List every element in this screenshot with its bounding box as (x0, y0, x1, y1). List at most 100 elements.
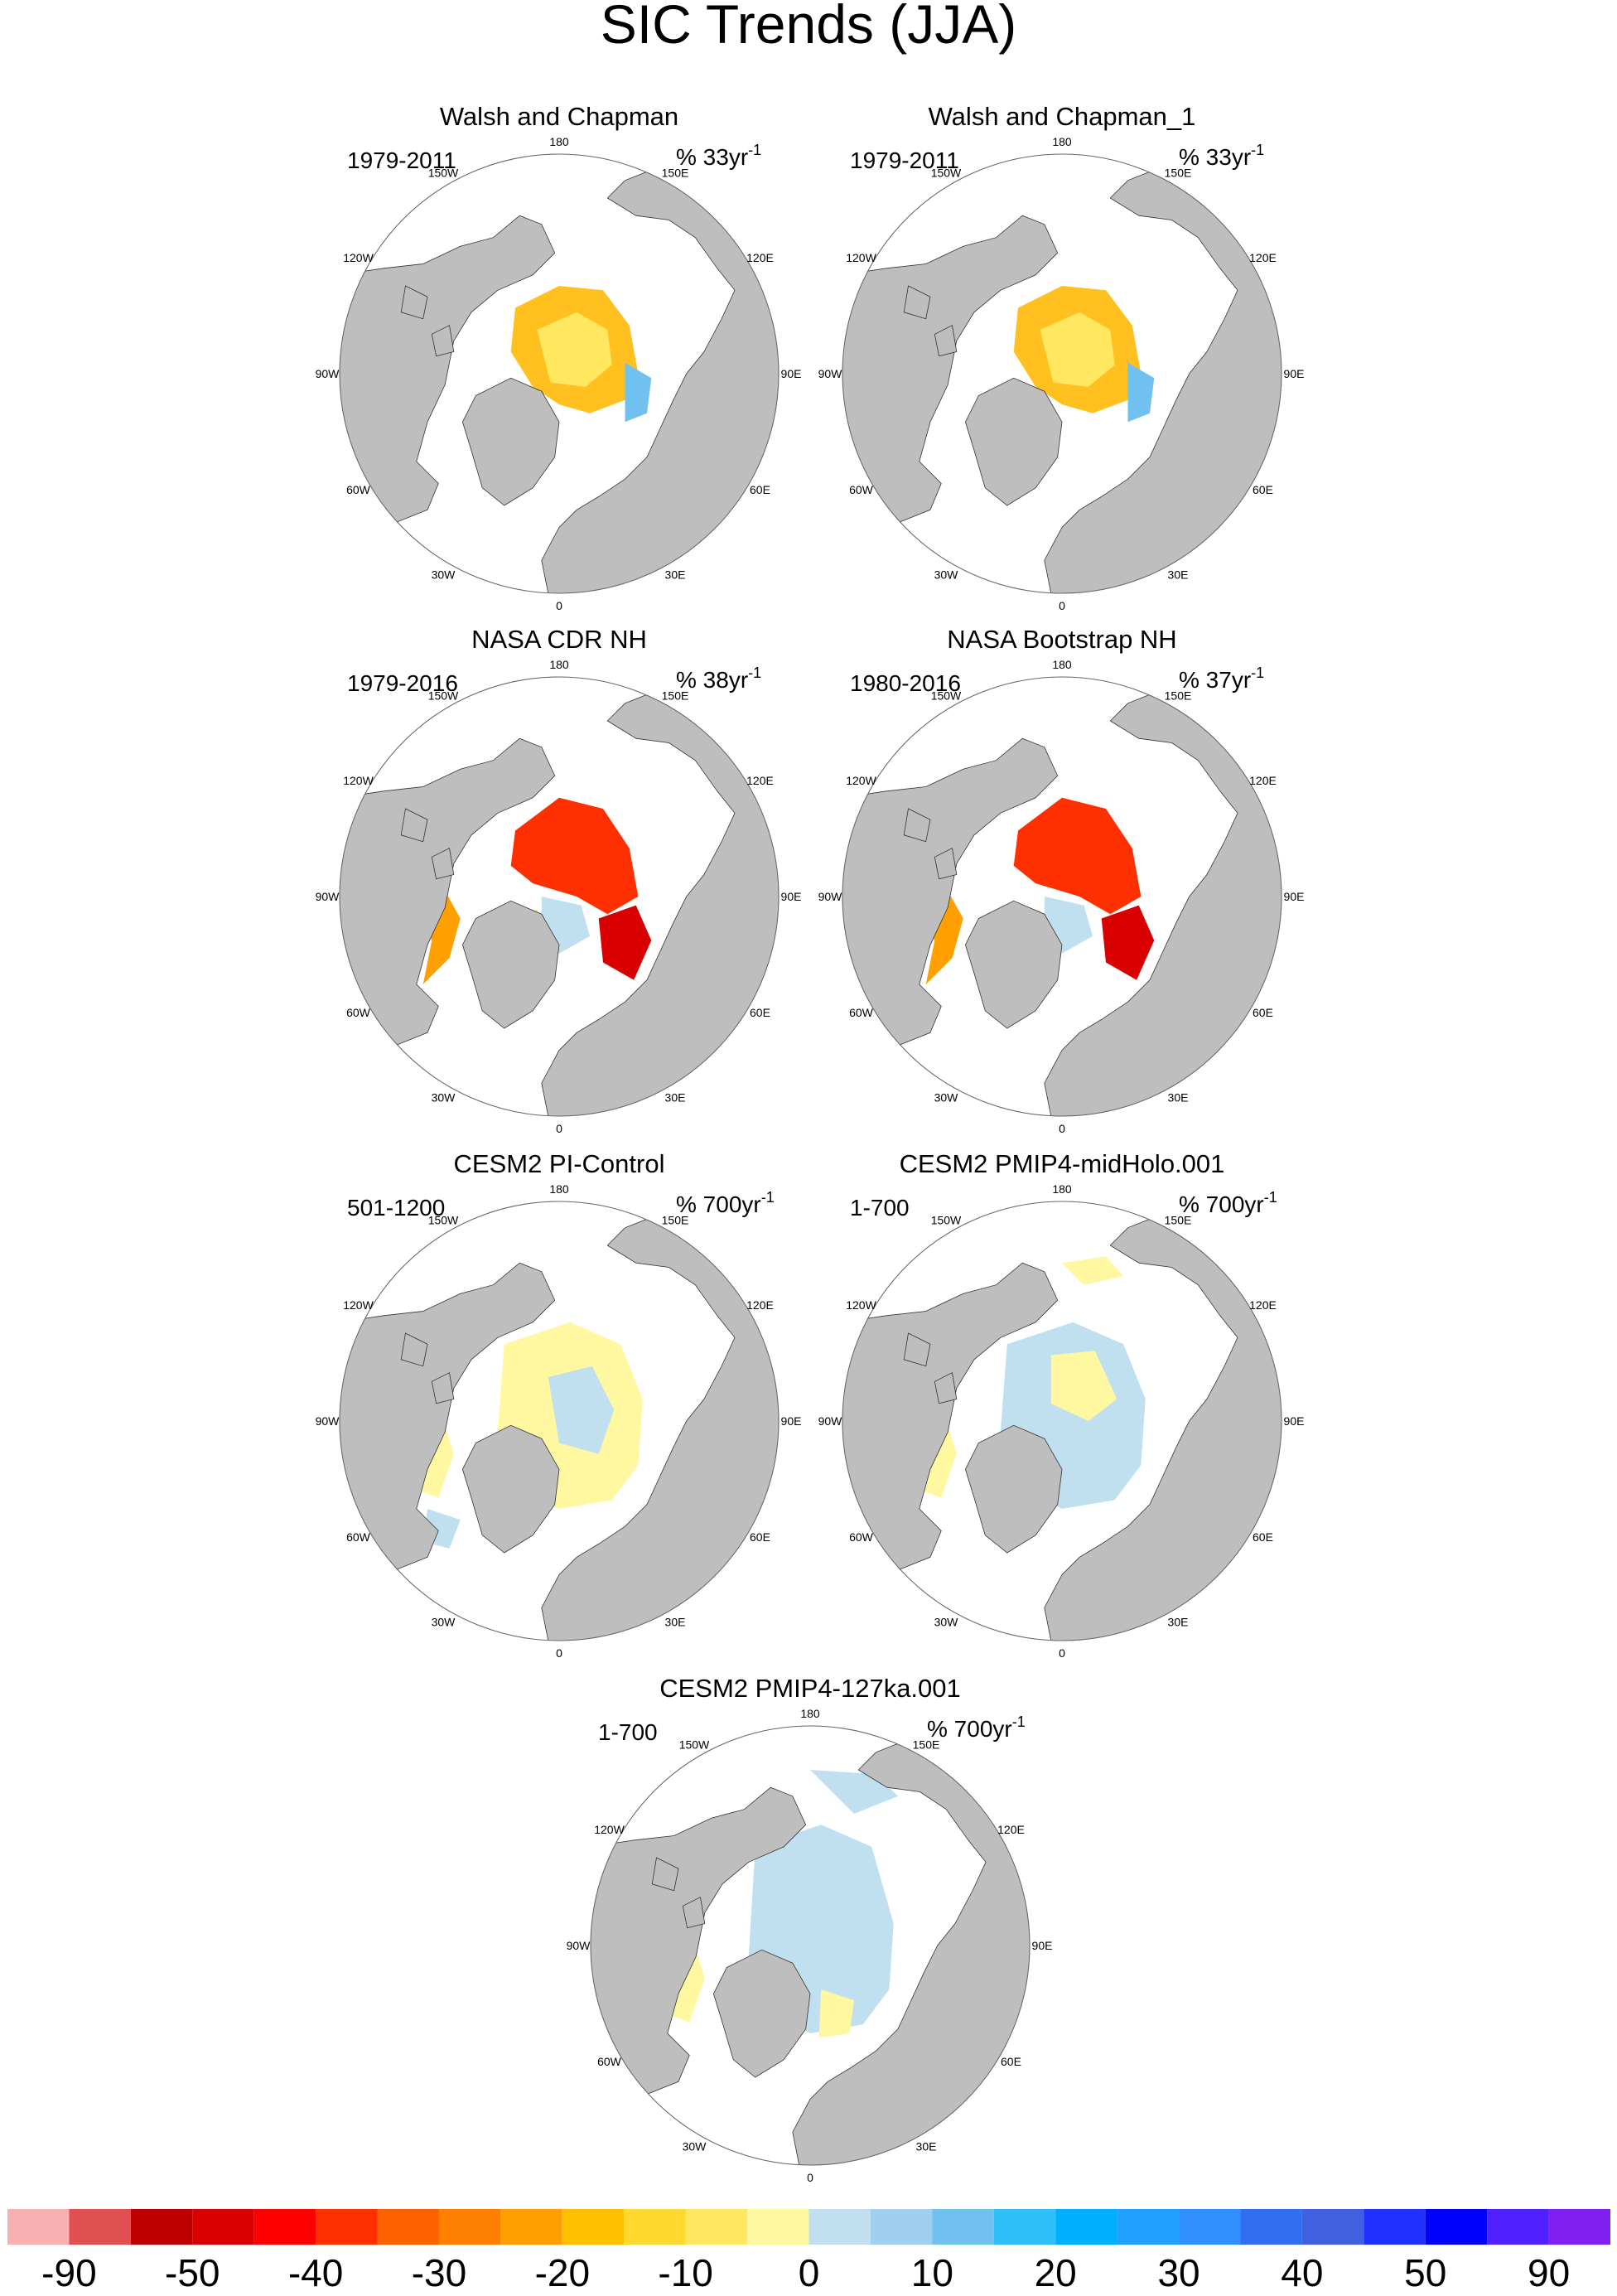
lon-label: 60E (1001, 2055, 1021, 2068)
map-border (339, 153, 780, 594)
period-label: 1-700 (850, 1195, 910, 1221)
lon-label: 180 (1052, 658, 1072, 671)
land (1044, 153, 1282, 594)
panel-title: NASA CDR NH (471, 625, 647, 654)
lon-label: 30W (934, 1615, 959, 1628)
lon-label: 30E (1168, 1090, 1189, 1104)
land (1044, 676, 1282, 1117)
map-panel: NASA CDR NH 1979-2016 % 38yr-1 180 150E 120E 9… (316, 625, 802, 1135)
map-panel: Walsh and Chapman_1 1979-2011 % 33yr-1 180 1… (818, 102, 1305, 612)
lon-label: 150W (428, 689, 459, 703)
colorbar-box (69, 2209, 131, 2245)
colorbar-box (1548, 2209, 1610, 2245)
land (964, 1424, 1063, 1554)
land (903, 808, 931, 843)
colorbar-label: -20 (535, 2251, 590, 2294)
units-text: % 700yr (927, 1716, 1012, 1742)
land (431, 325, 455, 357)
lon-label: 90W (818, 367, 843, 380)
lon-label: 180 (800, 1707, 820, 1720)
colorbar-box (993, 2209, 1056, 2245)
units-sup: -1 (1264, 1189, 1277, 1206)
period-label: 1-700 (598, 1719, 658, 1745)
lon-label: 60W (346, 1530, 371, 1544)
land (903, 1332, 931, 1367)
lon-label: 90E (1284, 890, 1305, 903)
lon-label: 150W (428, 1214, 459, 1227)
map (842, 153, 1282, 594)
colorbar-label: 90 (1528, 2251, 1570, 2294)
lon-label: 150E (1165, 689, 1192, 703)
land (934, 848, 958, 880)
colorbar-box (377, 2209, 439, 2245)
lon-label: 150W (931, 689, 962, 703)
lon-label: 30W (432, 568, 456, 581)
map-border (842, 676, 1282, 1117)
units-text: % 700yr (1179, 1192, 1264, 1217)
land (339, 1262, 556, 1575)
colorbar-label: 40 (1281, 2251, 1323, 2294)
lon-label: 0 (1059, 1646, 1065, 1660)
units-text: % 33yr (676, 144, 748, 170)
land (400, 285, 428, 320)
colorbar-box (438, 2209, 501, 2245)
colorbar-box (7, 2209, 70, 2245)
colorbar-box (1117, 2209, 1180, 2245)
map (842, 1201, 1282, 1641)
panel-title: NASA Bootstrap NH (947, 625, 1176, 654)
lon-label: 150W (679, 1738, 710, 1752)
lon-label: 120E (746, 774, 774, 787)
land (339, 215, 556, 528)
land (461, 377, 560, 506)
lon-label: 30E (1168, 1615, 1189, 1628)
lon-label: 30W (432, 1090, 456, 1104)
map (339, 1201, 780, 1641)
lon-label: 60E (750, 1530, 770, 1544)
lon-label: 120E (1249, 774, 1277, 787)
lon-label: 150W (428, 167, 459, 180)
units-label: % 33yr-1 (676, 142, 761, 170)
lon-label: 90E (781, 367, 802, 380)
map-panel: CESM2 PMIP4-midHolo.001 1-700 % 700yr-1 180… (818, 1149, 1305, 1660)
colorbar-box (130, 2209, 193, 2245)
colorbar-box (1364, 2209, 1426, 2245)
colorbar-box (1487, 2209, 1549, 2245)
colorbar-box (1301, 2209, 1364, 2245)
lon-label: 30W (683, 2139, 707, 2153)
period-label: 501-1200 (347, 1195, 445, 1221)
land (541, 676, 780, 1117)
land (964, 377, 1063, 506)
lon-label: 90E (1284, 367, 1305, 380)
land (541, 153, 780, 594)
lon-label: 60W (346, 483, 371, 496)
colorbar-box (1055, 2209, 1117, 2245)
sea-ice-trend (1013, 797, 1142, 915)
colorbar-box (562, 2209, 625, 2245)
units-label: % 33yr-1 (1179, 142, 1264, 170)
land (651, 1857, 679, 1892)
lon-label: 150E (913, 1738, 940, 1752)
map-border (339, 676, 780, 1117)
land (590, 1786, 807, 2100)
lon-label: 60E (1253, 1006, 1273, 1019)
land (934, 325, 958, 357)
sea-ice-trend (1040, 312, 1115, 387)
colorbar-box (932, 2209, 994, 2245)
colorbar-box (500, 2209, 562, 2245)
lon-label: 150E (662, 167, 689, 180)
lon-label: 180 (549, 135, 569, 148)
lon-label: 120E (997, 1823, 1025, 1836)
lon-label: 120W (343, 1298, 374, 1312)
map (842, 676, 1282, 1117)
sea-ice-trend (818, 1989, 854, 2038)
lon-label: 0 (1059, 599, 1065, 612)
lon-label: 90W (316, 367, 340, 380)
colorbar-box (192, 2209, 254, 2245)
lon-label: 90E (781, 890, 802, 903)
lon-label: 120E (1249, 251, 1277, 264)
lon-label: 120E (746, 1298, 774, 1312)
lon-label: 120W (594, 1823, 625, 1836)
lon-label: 60W (849, 1530, 874, 1544)
land (842, 215, 1059, 528)
